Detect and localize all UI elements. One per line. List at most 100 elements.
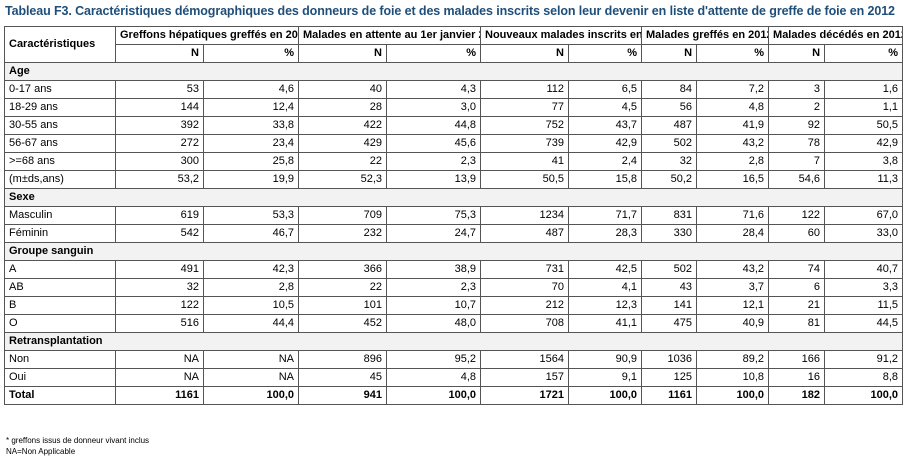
percent-cell: 1,6: [824, 80, 904, 99]
total-percent-cell: 100,0: [567, 386, 643, 405]
count-cell: NA: [115, 368, 204, 387]
count-cell: 7: [768, 152, 826, 171]
count-cell: 28: [298, 98, 387, 117]
column-header: Nouveaux malades inscrits en 2012: [479, 26, 643, 45]
percent-cell: 48,0: [386, 314, 481, 333]
count-cell: 487: [641, 116, 698, 135]
count-cell: 516: [115, 314, 204, 333]
table-row: (m±ds,ans) 53,2 19,9 52,3 13,9 50,5 15,8 50,2 16…: [4, 170, 904, 189]
percent-cell: 2,3: [386, 152, 481, 171]
row-label: Non: [4, 350, 116, 369]
count-cell: 896: [298, 350, 387, 369]
section-label: Retransplantation: [3, 332, 904, 351]
percent-cell: 19,9: [203, 170, 299, 189]
total-count-cell: 1721: [480, 386, 569, 405]
count-cell: 50,2: [641, 170, 698, 189]
table-row: A 491 42,3 366 38,9 731 42,5 502 43,2 74 40,7: [4, 260, 904, 279]
unit-n-header: N: [768, 44, 826, 63]
count-cell: NA: [115, 350, 204, 369]
row-label: Oui: [4, 368, 116, 387]
count-cell: 45: [298, 368, 387, 387]
row-label: O: [4, 314, 116, 333]
count-cell: 212: [480, 296, 569, 315]
percent-cell: 12,3: [567, 296, 643, 315]
percent-cell: 46,7: [203, 224, 299, 243]
percent-cell: 11,5: [824, 296, 904, 315]
count-cell: 50,5: [480, 170, 569, 189]
table-row: 56-67 ans 272 23,4 429 45,6 739 42,9 502 43,2 78 4…: [4, 134, 904, 153]
section-label: Sexe: [3, 188, 904, 207]
total-count-cell: 182: [768, 386, 826, 405]
percent-cell: 6,5: [567, 80, 643, 99]
footnote: * greffons issus de donneur vivant inclu…: [6, 436, 150, 445]
count-cell: 122: [768, 206, 826, 225]
count-cell: 475: [641, 314, 698, 333]
count-cell: 1234: [480, 206, 569, 225]
percent-cell: 42,9: [824, 134, 904, 153]
total-count-cell: 1161: [641, 386, 698, 405]
count-cell: 422: [298, 116, 387, 135]
percent-cell: 25,8: [203, 152, 299, 171]
count-cell: 92: [768, 116, 826, 135]
percent-cell: 10,5: [203, 296, 299, 315]
count-cell: 141: [641, 296, 698, 315]
percent-cell: 8,8: [824, 368, 904, 387]
percent-cell: 67,0: [824, 206, 904, 225]
row-label: AB: [4, 278, 116, 297]
column-header: Malades décédés en 2012: [768, 26, 904, 45]
percent-cell: 3,7: [696, 278, 770, 297]
percent-cell: 4,1: [567, 278, 643, 297]
count-cell: 32: [115, 278, 204, 297]
percent-cell: 44,8: [386, 116, 481, 135]
percent-cell: 2,8: [203, 278, 299, 297]
percent-cell: 4,6: [203, 80, 299, 99]
total-count-cell: 941: [298, 386, 387, 405]
percent-cell: 75,3: [386, 206, 481, 225]
percent-cell: 9,1: [567, 368, 643, 387]
percent-cell: 44,4: [203, 314, 299, 333]
count-cell: 122: [115, 296, 204, 315]
count-cell: 22: [298, 278, 387, 297]
column-header: Malades greffés en 2012: [641, 26, 770, 45]
count-cell: 53: [115, 80, 204, 99]
count-cell: 542: [115, 224, 204, 243]
percent-cell: 41,9: [696, 116, 770, 135]
table-row: 30-55 ans 392 33,8 422 44,8 752 43,7 487 41,9 92 5…: [4, 116, 904, 135]
count-cell: 32: [641, 152, 698, 171]
unit-row: N% N% N% N% N%: [5, 44, 904, 63]
percent-cell: 12,1: [696, 296, 770, 315]
count-cell: 731: [480, 260, 569, 279]
percent-cell: 11,3: [824, 170, 904, 189]
count-cell: 144: [115, 98, 204, 117]
percent-cell: 53,3: [203, 206, 299, 225]
percent-cell: 42,5: [567, 260, 643, 279]
percent-cell: 89,2: [696, 350, 770, 369]
count-cell: 1564: [480, 350, 569, 369]
count-cell: 1036: [641, 350, 698, 369]
count-cell: 77: [480, 98, 569, 117]
percent-cell: 4,8: [696, 98, 770, 117]
table-row: O 516 44,4 452 48,0 708 41,1 475 40,9 81 44,5: [4, 314, 904, 333]
percent-cell: 38,9: [386, 260, 481, 279]
section-row: Sexe: [3, 188, 904, 207]
count-cell: 74: [768, 260, 826, 279]
percent-cell: 40,9: [696, 314, 770, 333]
percent-cell: 71,6: [696, 206, 770, 225]
percent-cell: 43,7: [567, 116, 643, 135]
row-label: B: [4, 296, 116, 315]
percent-cell: 45,6: [386, 134, 481, 153]
count-cell: 708: [480, 314, 569, 333]
section-label: Groupe sanguin: [3, 242, 904, 261]
percent-cell: 15,8: [567, 170, 643, 189]
count-cell: 429: [298, 134, 387, 153]
percent-cell: 44,5: [824, 314, 904, 333]
count-cell: 56: [641, 98, 698, 117]
percent-cell: 12,4: [203, 98, 299, 117]
percent-cell: 13,9: [386, 170, 481, 189]
table-row: 0-17 ans 53 4,6 40 4,3 112 6,5 84 7,2 3 1,6: [4, 80, 904, 99]
unit-n-header: N: [115, 44, 204, 63]
percent-cell: 43,2: [696, 134, 770, 153]
percent-cell: 2,3: [386, 278, 481, 297]
percent-cell: 16,5: [696, 170, 770, 189]
row-label: A: [4, 260, 116, 279]
